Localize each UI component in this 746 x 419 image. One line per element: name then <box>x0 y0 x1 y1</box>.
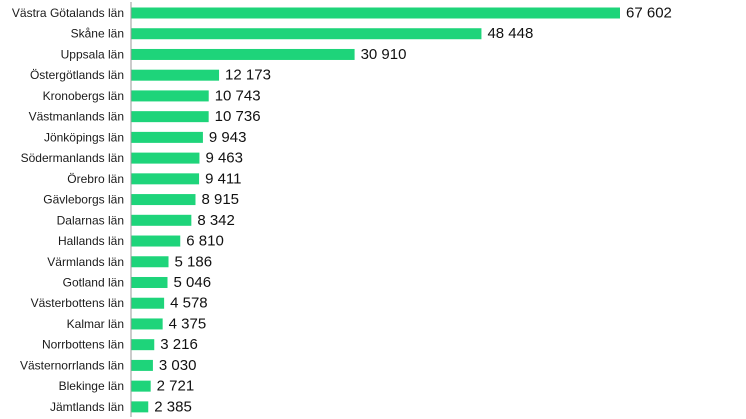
category-label: Skåne län <box>71 27 124 41</box>
value-label: 3 216 <box>160 336 198 353</box>
bar <box>131 359 153 371</box>
value-label: 9 943 <box>209 129 247 146</box>
bar <box>131 111 209 123</box>
value-label: 9 463 <box>205 150 243 167</box>
category-label: Jämtlands län <box>50 400 124 414</box>
category-labels-group: Västra Götalands län Skåne län Uppsala län… <box>12 6 124 414</box>
category-label: Hallands län <box>58 234 124 248</box>
bar <box>131 152 200 164</box>
bar <box>131 48 355 60</box>
value-label: 8 342 <box>197 212 235 229</box>
value-label: 10 736 <box>215 108 261 125</box>
bar <box>131 7 620 19</box>
value-label: 48 448 <box>487 25 533 42</box>
bar <box>131 318 163 330</box>
category-label: Gotland län <box>63 275 124 289</box>
bar <box>131 276 168 288</box>
value-label: 4 578 <box>170 295 208 312</box>
category-label: Kalmar län <box>67 317 124 331</box>
category-label: Norrbottens län <box>42 338 124 352</box>
value-labels-group: 67 602 48 448 30 910 12 173 10 743 10 736 9 94… <box>154 5 672 416</box>
category-label: Kronobergs län <box>43 89 124 103</box>
category-label: Uppsala län <box>61 47 124 61</box>
bar <box>131 90 209 102</box>
bar <box>131 380 151 392</box>
value-label: 5 046 <box>174 274 212 291</box>
value-label: 8 915 <box>201 191 239 208</box>
value-label: 5 186 <box>175 253 213 270</box>
category-label: Jönköpings län <box>44 130 124 144</box>
category-label: Värmlands län <box>47 255 124 269</box>
bar <box>131 131 203 143</box>
bars-group <box>131 7 620 413</box>
bar <box>131 173 200 185</box>
bar <box>131 401 149 413</box>
bar <box>131 339 155 351</box>
category-label: Västerbottens län <box>31 296 124 310</box>
bar <box>131 28 482 40</box>
category-label: Västernorrlands län <box>20 358 124 372</box>
category-label: Västra Götalands län <box>12 6 124 20</box>
value-label: 2 721 <box>157 378 195 395</box>
value-label: 10 743 <box>215 87 261 104</box>
value-label: 2 385 <box>154 398 192 415</box>
value-label: 3 030 <box>159 357 197 374</box>
value-label: 6 810 <box>186 233 224 250</box>
bar <box>131 235 181 247</box>
category-label: Blekinge län <box>59 379 124 393</box>
category-label: Dalarnas län <box>57 213 124 227</box>
bar <box>131 214 192 226</box>
category-label: Östergötlands län <box>30 68 124 82</box>
value-label: 30 910 <box>361 46 407 63</box>
category-label: Örebro län <box>67 172 124 186</box>
category-label: Gävleborgs län <box>43 193 124 207</box>
value-label: 4 375 <box>169 315 207 332</box>
bar <box>131 69 220 81</box>
bar <box>131 256 169 268</box>
bar <box>131 194 196 206</box>
value-label: 67 602 <box>626 5 672 22</box>
value-label: 12 173 <box>225 67 271 84</box>
value-label: 9 411 <box>205 170 241 187</box>
bar <box>131 297 165 309</box>
category-label: Södermanlands län <box>21 151 124 165</box>
category-label: Västmanlands län <box>29 110 124 124</box>
